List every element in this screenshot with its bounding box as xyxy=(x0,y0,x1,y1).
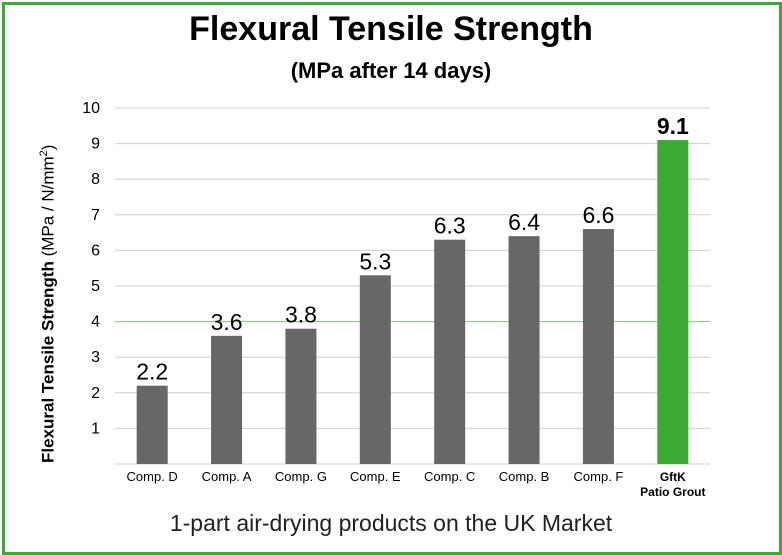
x-tick-label: Comp. F xyxy=(574,469,624,484)
x-tick-label: Comp. G xyxy=(275,469,327,484)
bar-value-label: 2.2 xyxy=(136,359,168,385)
bar-value-label: 6.6 xyxy=(582,202,614,228)
x-tick-label: Comp. B xyxy=(499,469,550,484)
bar-value-label: 6.4 xyxy=(508,209,540,235)
x-tick-label: Patio Grout xyxy=(640,485,705,499)
bar-value-label: 3.6 xyxy=(211,309,243,335)
y-tick-label: 5 xyxy=(91,278,100,295)
highlight-bar xyxy=(657,140,689,465)
bar xyxy=(136,385,168,464)
bar xyxy=(434,239,466,464)
x-tick-label: Comp. A xyxy=(202,469,252,484)
x-tick-label: GftK xyxy=(660,470,686,484)
bar-value-label: 6.3 xyxy=(434,213,466,239)
y-tick-label: 10 xyxy=(82,100,100,117)
bar xyxy=(359,275,391,464)
bar-value-label: 3.8 xyxy=(285,302,317,328)
y-tick-label: 2 xyxy=(91,385,100,402)
y-tick-label: 4 xyxy=(91,314,100,331)
y-tick-label: 7 xyxy=(91,207,100,224)
bar xyxy=(211,335,243,464)
y-tick-label: 3 xyxy=(91,349,100,366)
x-tick-label: Comp. C xyxy=(424,469,475,484)
y-tick-label: 9 xyxy=(91,136,100,153)
y-tick-label: 6 xyxy=(91,242,100,259)
bar xyxy=(582,229,614,464)
x-tick-label: Comp. E xyxy=(350,469,401,484)
y-tick-label: 1 xyxy=(91,420,100,437)
bar-value-label: 5.3 xyxy=(359,248,391,274)
bar-value-label: 9.1 xyxy=(657,113,689,139)
chart-title: Flexural Tensile Strength xyxy=(189,10,593,48)
chart-subtitle: (MPa after 14 days) xyxy=(290,58,492,83)
y-tick-label: 8 xyxy=(91,171,100,188)
chart-footer: 1-part air-drying products on the UK Mar… xyxy=(169,510,613,536)
bar xyxy=(285,328,317,464)
bar xyxy=(508,236,540,464)
x-tick-label: Comp. D xyxy=(127,469,178,484)
